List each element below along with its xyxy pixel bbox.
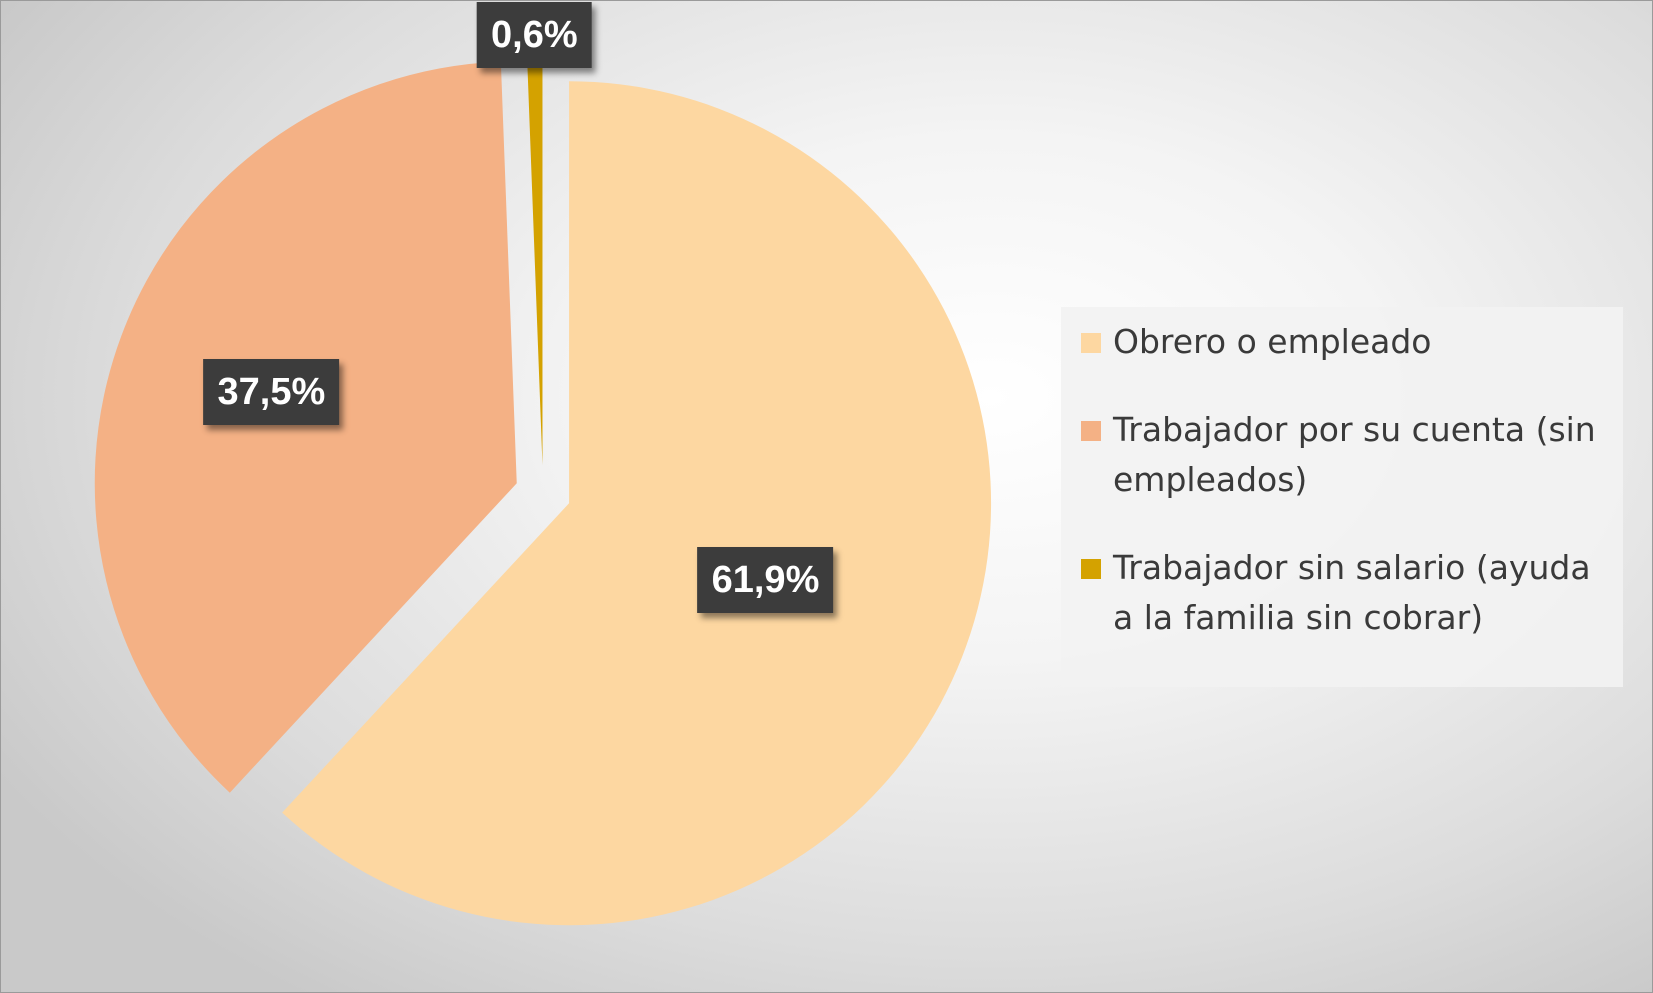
legend-item-trabajador-sin-salario: Trabajador sin salario (ayuda a la famil… (1081, 543, 1607, 643)
data-label-obrero: 61,9% (697, 547, 834, 614)
legend-item-trabajador-cuenta: Trabajador por su cuenta (sin empleados) (1081, 405, 1607, 505)
legend-label-obrero: Obrero o empleado (1113, 322, 1432, 361)
legend-item-obrero: Obrero o empleado (1081, 317, 1607, 367)
data-label-trabajador-sin-salario: 0,6% (477, 1, 592, 68)
legend: Obrero o empleado Trabajador por su cuen… (1061, 307, 1623, 687)
data-label-trabajador-cuenta: 37,5% (203, 359, 340, 426)
legend-swatch-trabajador-cuenta (1081, 421, 1101, 441)
legend-swatch-trabajador-sin-salario (1081, 559, 1101, 579)
legend-label-trabajador-cuenta: Trabajador por su cuenta (sin empleados) (1113, 410, 1596, 499)
pie-slice-obrero (282, 81, 992, 926)
pie-slice-trabajador-sin-salario (526, 43, 543, 466)
pie-slice-trabajador-cuenta (94, 61, 517, 793)
legend-swatch-obrero (1081, 333, 1101, 353)
legend-label-trabajador-sin-salario: Trabajador sin salario (ayuda a la famil… (1113, 548, 1591, 637)
